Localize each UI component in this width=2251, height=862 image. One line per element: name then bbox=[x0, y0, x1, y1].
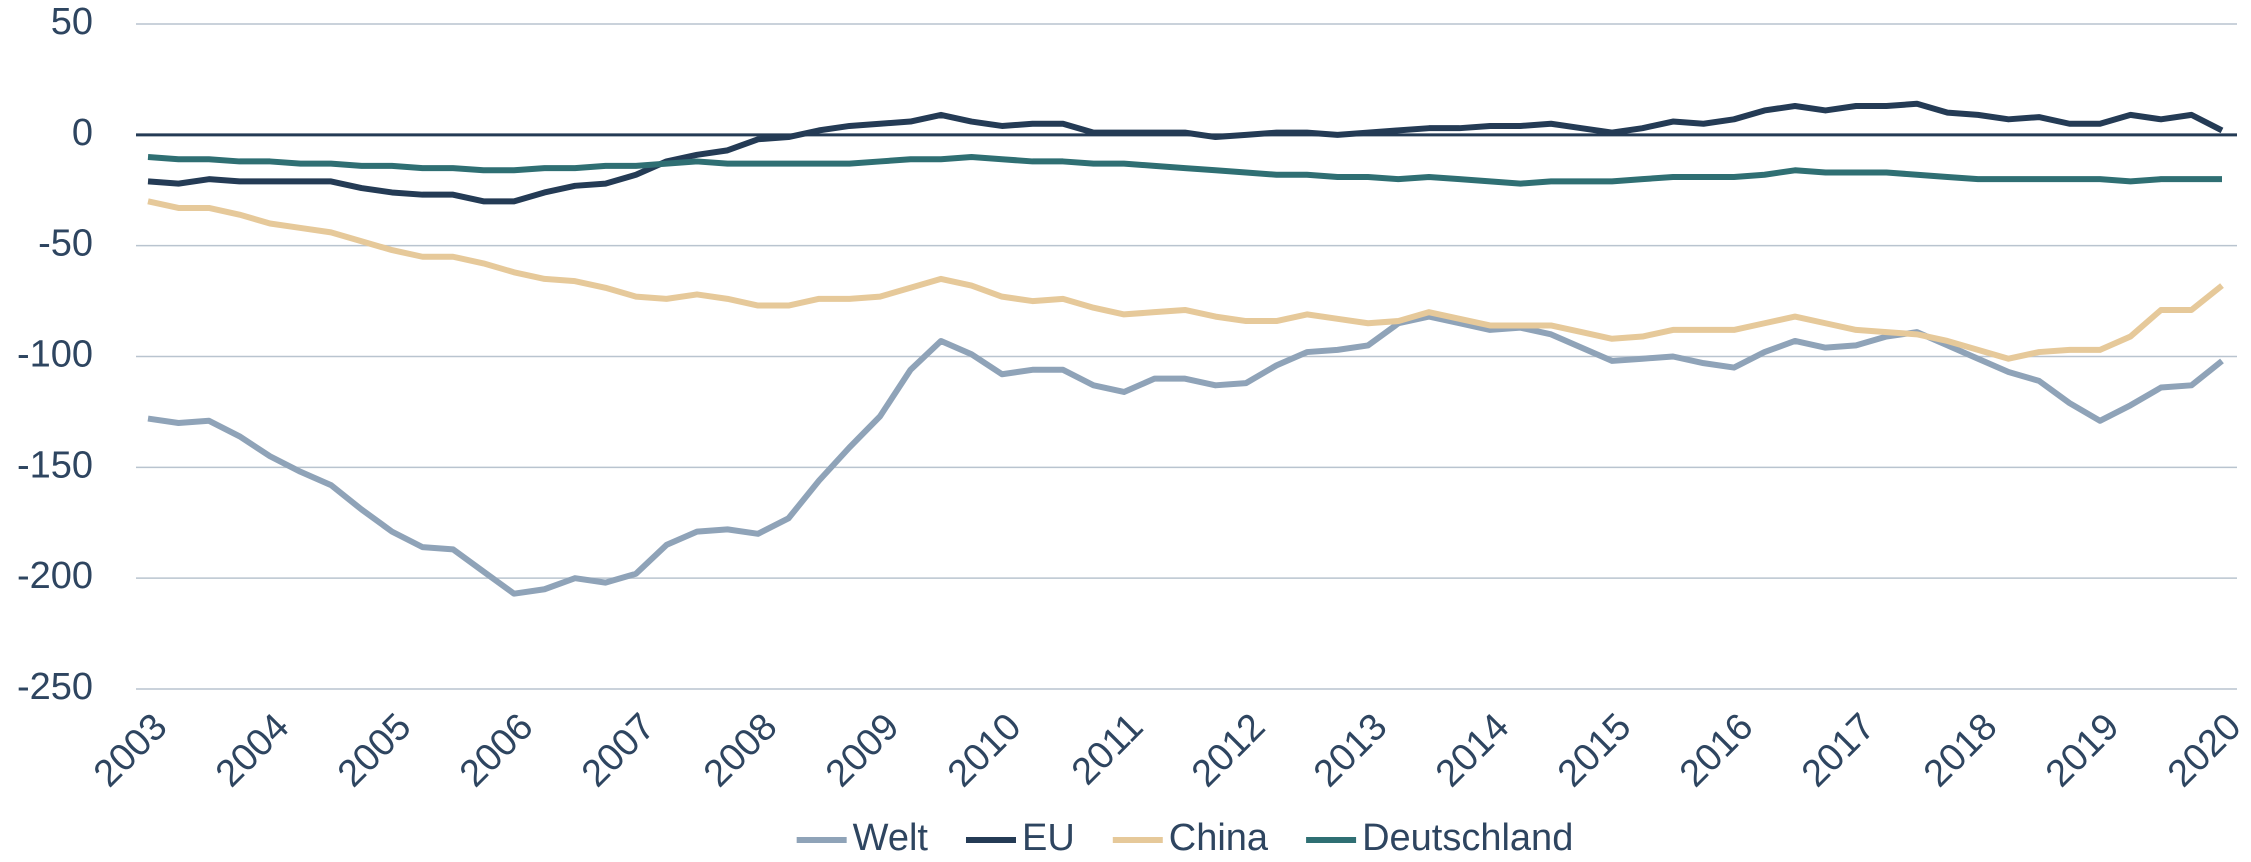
line-series bbox=[147, 313, 2224, 597]
x-tick-label: 2013 bbox=[1306, 706, 1395, 795]
y-tick-label: 50 bbox=[51, 1, 93, 43]
line-series bbox=[147, 100, 2224, 205]
x-tick-label: 2011 bbox=[1064, 706, 1151, 793]
y-tick-label: -50 bbox=[38, 223, 93, 265]
y-tick-label: -100 bbox=[17, 334, 93, 376]
x-tick-label: 2018 bbox=[1916, 706, 2005, 795]
x-tick-label: 2016 bbox=[1672, 706, 1761, 795]
legend-label: Welt bbox=[853, 817, 929, 859]
x-tick-label: 2014 bbox=[1428, 706, 1517, 795]
x-tick-label: 2003 bbox=[86, 706, 175, 795]
x-tick-label: 2004 bbox=[208, 706, 297, 795]
y-tick-label: -200 bbox=[17, 555, 93, 597]
y-tick-label: 0 bbox=[72, 112, 93, 154]
x-tick-label: 2009 bbox=[818, 706, 907, 795]
x-tick-label: 2005 bbox=[330, 706, 419, 795]
legend-label: China bbox=[1169, 817, 1269, 859]
line-series bbox=[147, 198, 2224, 362]
x-tick-label: 2020 bbox=[2160, 706, 2249, 795]
x-tick-label: 2007 bbox=[574, 706, 663, 795]
y-tick-label: -250 bbox=[17, 666, 93, 708]
y-tick-label: -150 bbox=[17, 444, 93, 486]
legend-label: Deutschland bbox=[1362, 817, 1573, 859]
x-tick-label: 2019 bbox=[2038, 706, 2127, 795]
x-tick-label: 2010 bbox=[940, 706, 1029, 795]
x-tick-label: 2006 bbox=[452, 706, 541, 795]
legend-label: EU bbox=[1022, 817, 1075, 859]
line-series bbox=[147, 154, 2222, 187]
x-tick-label: 2015 bbox=[1550, 706, 1639, 795]
x-tick-label: 2008 bbox=[696, 706, 785, 795]
x-tick-label: 2012 bbox=[1184, 706, 1273, 795]
x-tick-label: 2017 bbox=[1794, 706, 1883, 795]
